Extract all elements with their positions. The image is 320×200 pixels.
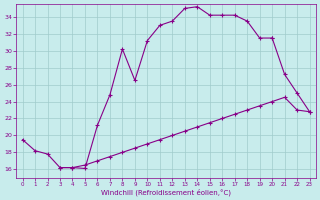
X-axis label: Windchill (Refroidissement éolien,°C): Windchill (Refroidissement éolien,°C) xyxy=(101,188,231,196)
